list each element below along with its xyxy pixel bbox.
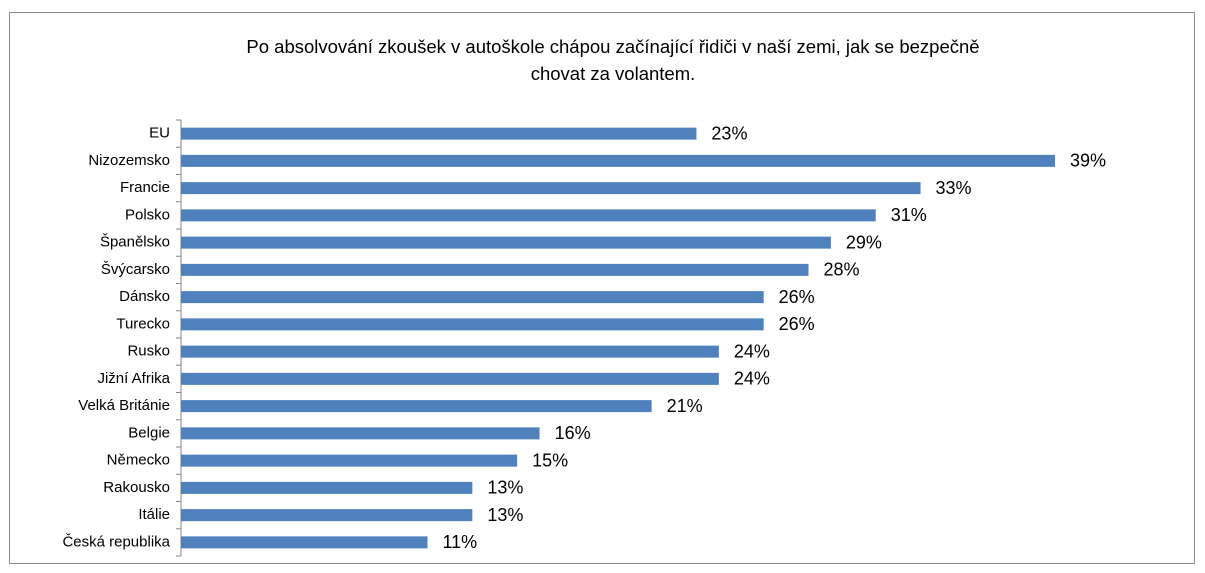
value-label: 29% xyxy=(846,232,882,252)
category-label: Německo xyxy=(107,452,170,469)
chart-title: chovat za volantem. xyxy=(531,63,696,84)
bar xyxy=(181,291,764,304)
value-label: 24% xyxy=(734,341,770,361)
category-label: Česká republika xyxy=(62,533,170,550)
bar xyxy=(181,154,1055,167)
category-label: Nizozemsko xyxy=(88,152,170,169)
value-label: 13% xyxy=(487,478,523,498)
value-label: 26% xyxy=(779,287,815,307)
value-label: 26% xyxy=(779,314,815,334)
category-label: Belgie xyxy=(128,424,170,441)
category-label: Itálie xyxy=(138,506,170,523)
bar xyxy=(181,236,831,249)
bar xyxy=(181,318,764,331)
category-label: Jižní Afrika xyxy=(97,370,170,387)
category-label: Španělsko xyxy=(100,234,170,251)
value-label: 24% xyxy=(734,369,770,389)
value-label: 11% xyxy=(443,532,478,552)
category-label: Turecko xyxy=(116,315,170,332)
value-label: 16% xyxy=(555,423,591,443)
bar xyxy=(181,127,697,140)
bar xyxy=(181,509,473,522)
bar xyxy=(181,372,719,385)
bar xyxy=(181,209,876,222)
bar xyxy=(181,427,540,440)
category-label: Polsko xyxy=(125,206,170,223)
category-label: Rakousko xyxy=(103,479,170,496)
value-label: 13% xyxy=(487,505,523,525)
value-label: 39% xyxy=(1070,151,1106,171)
value-label: 28% xyxy=(823,260,859,280)
chart-title: Po absolvování zkoušek v autoškole chápo… xyxy=(246,36,979,57)
value-label: 15% xyxy=(532,450,568,470)
bar xyxy=(181,182,921,195)
bar xyxy=(181,345,719,358)
value-label: 33% xyxy=(936,178,972,198)
category-label: Švýcarsko xyxy=(101,261,170,278)
category-label: EU xyxy=(149,125,170,142)
value-label: 23% xyxy=(711,123,747,143)
category-label: Rusko xyxy=(127,343,170,360)
bar xyxy=(181,400,652,413)
category-label: Francie xyxy=(120,179,170,196)
category-label: Dánsko xyxy=(119,288,170,305)
bar xyxy=(181,263,809,276)
value-label: 21% xyxy=(667,396,703,416)
bar xyxy=(181,536,428,549)
bar xyxy=(181,454,518,467)
value-label: 31% xyxy=(891,205,927,225)
chart-frame xyxy=(9,12,1195,564)
bar xyxy=(181,481,473,494)
category-label: Velká Británie xyxy=(78,397,170,414)
